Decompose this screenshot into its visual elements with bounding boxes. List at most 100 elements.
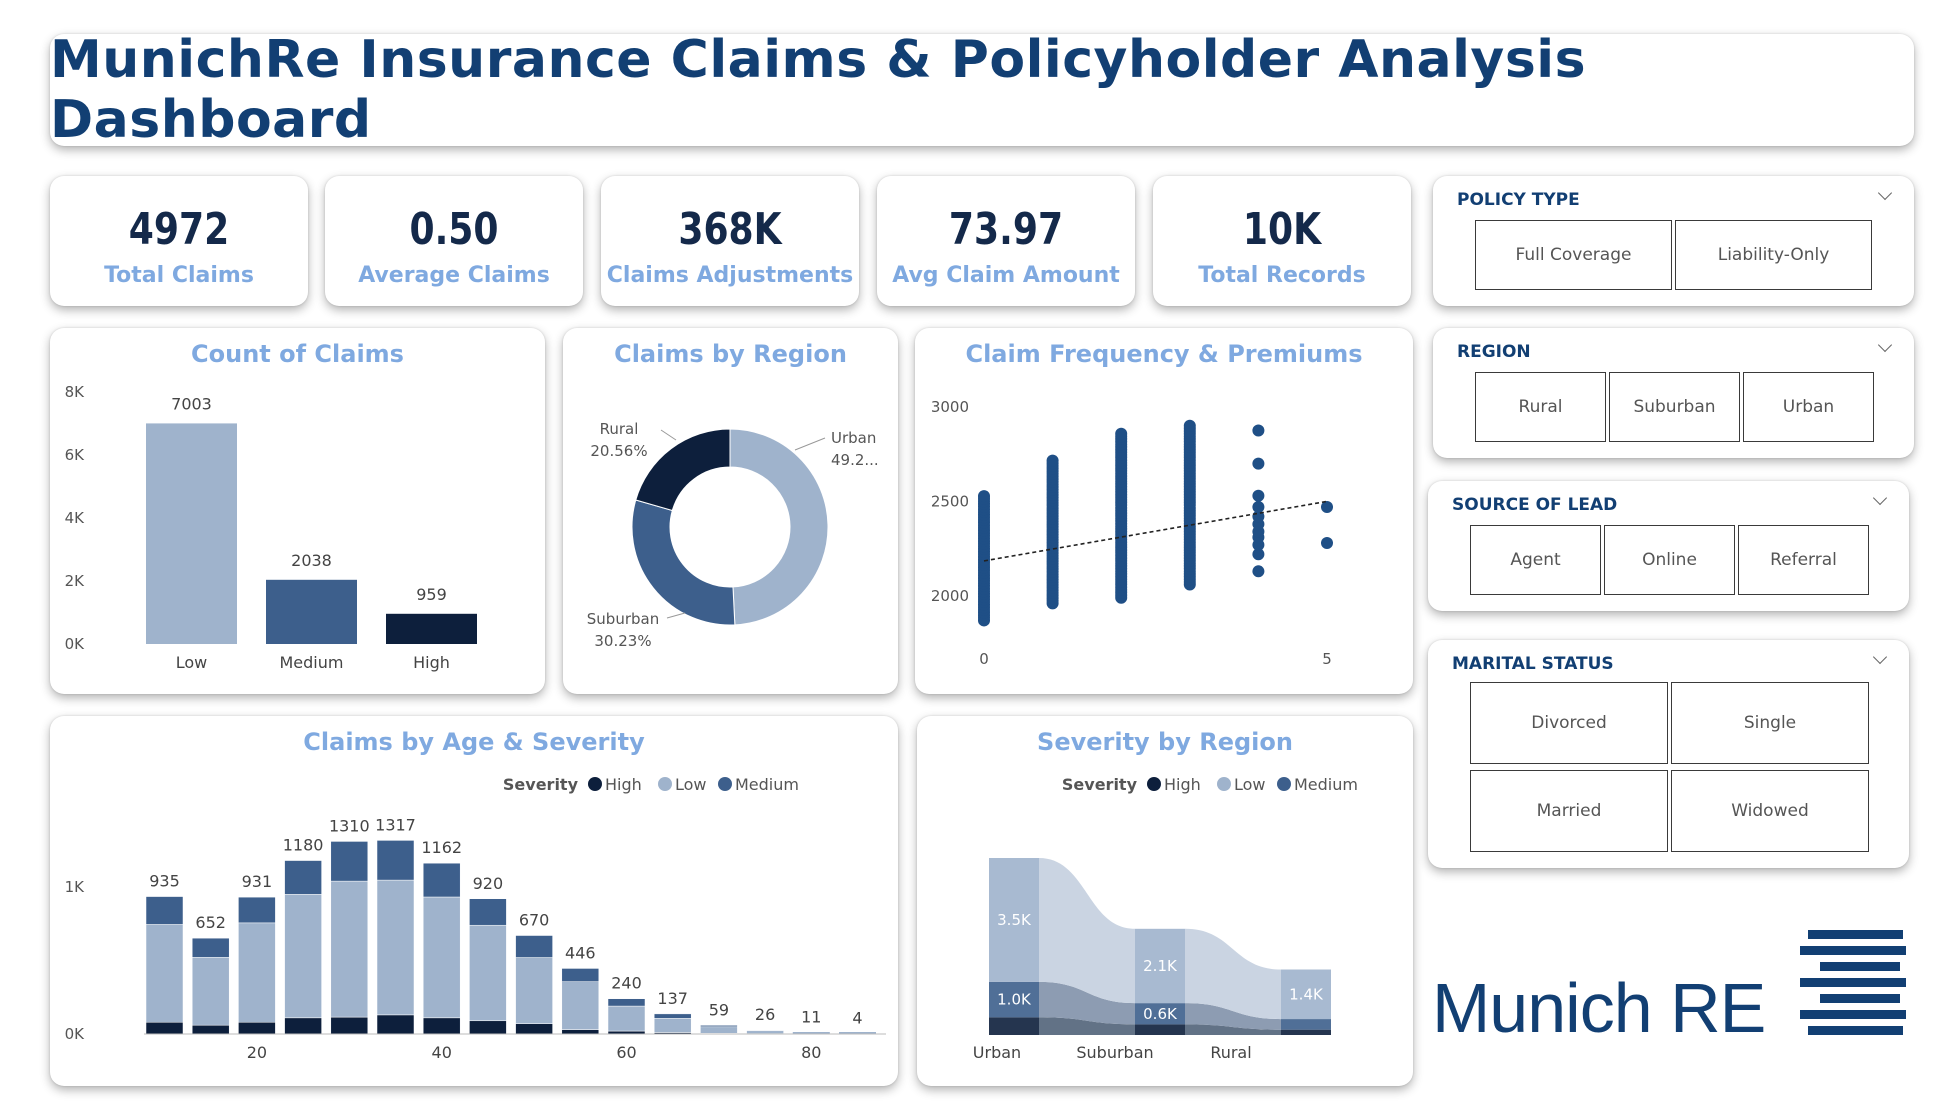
chevron-down-icon[interactable] — [1877, 185, 1893, 201]
chart-title: Claims by Region — [614, 340, 847, 368]
slicer-option-suburban[interactable]: Suburban — [1609, 372, 1740, 442]
kpi-card-avg-claim-amount: 73.97 Avg Claim Amount — [877, 176, 1135, 306]
logo-stripe — [1808, 1026, 1903, 1035]
x-tick-label: Low — [176, 653, 208, 672]
bar-segment — [422, 896, 461, 1019]
bar-segment — [284, 1017, 322, 1035]
legend-marker — [588, 777, 602, 791]
bar-segment — [469, 898, 507, 926]
data-label: 1.4K — [1289, 985, 1324, 1003]
claims-by-age-card: Claims by Age & Severity Severity High Low… — [50, 716, 898, 1086]
ribbon-band — [1039, 858, 1135, 1004]
x-tick-label: Urban — [973, 1043, 1021, 1062]
data-label: 0.6K — [1143, 1005, 1178, 1023]
slicer-option-online[interactable]: Online — [1604, 525, 1735, 595]
data-label: 959 — [416, 585, 447, 604]
slicer-title: SOURCE OF LEAD — [1452, 495, 1618, 515]
logo-stripe — [1800, 1010, 1906, 1019]
bar-segment — [515, 935, 553, 958]
bar-segment — [561, 968, 600, 982]
data-label: 652 — [195, 913, 226, 932]
slicer-option-divorced[interactable]: Divorced — [1470, 682, 1668, 764]
bar-segment — [238, 922, 276, 1023]
slicer-option-liability-only[interactable]: Liability-Only — [1675, 220, 1872, 290]
bar-segment — [191, 937, 230, 958]
legend-marker — [1217, 777, 1231, 791]
claim-frequency-chart: 2000 2500 3000 0 5 — [931, 398, 1333, 668]
slicer-title: POLICY TYPE — [1457, 190, 1580, 210]
claims-by-region-card: Claims by Region Urban 49.2... Suburban 30.… — [563, 328, 898, 694]
x-tick-label: Suburban — [1076, 1043, 1153, 1062]
bar-segment — [746, 1029, 784, 1032]
munich-re-logo-text: Munich RE — [1432, 969, 1766, 1047]
slicer-option-married[interactable]: Married — [1470, 770, 1668, 852]
kpi-value: 4972 — [128, 204, 230, 255]
y-tick-label: 0K — [65, 635, 86, 653]
ribbon-band — [1039, 981, 1135, 1025]
stack-segment — [1135, 1003, 1185, 1025]
slicer-option-widowed[interactable]: Widowed — [1671, 770, 1869, 852]
bar-segment — [145, 1021, 184, 1035]
kpi-label: Total Claims — [104, 263, 254, 288]
slicer-option-referral[interactable]: Referral — [1738, 525, 1869, 595]
data-label: 670 — [519, 911, 550, 930]
legend-marker — [658, 777, 672, 791]
ribbon-band — [1185, 1003, 1281, 1030]
leader-line — [660, 429, 677, 441]
chevron-down-icon[interactable] — [1872, 490, 1888, 506]
slicer-title: MARITAL STATUS — [1452, 654, 1614, 674]
data-label: 920 — [473, 874, 504, 893]
bar-segment — [653, 1013, 692, 1019]
logo-stripe — [1820, 994, 1900, 1003]
slicer-option-rural[interactable]: Rural — [1475, 372, 1606, 442]
bar-segment — [515, 1023, 553, 1035]
data-label: 7003 — [171, 394, 212, 413]
stack-segment — [989, 1017, 1039, 1035]
data-label: 240 — [611, 974, 642, 993]
chart-title: Claim Frequency & Premiums — [965, 340, 1363, 368]
bar-segment — [700, 1025, 738, 1028]
x-tick-label: 60 — [616, 1043, 636, 1062]
bar-segment — [422, 862, 461, 898]
legend-label: High — [1164, 775, 1201, 794]
slice-label: Rural — [600, 420, 639, 438]
scatter-point — [1252, 424, 1265, 437]
logo-stripe — [1800, 978, 1906, 987]
kpi-label: Avg Claim Amount — [892, 263, 1120, 288]
x-tick-label: 5 — [1322, 650, 1332, 668]
slice-label: Urban — [831, 429, 876, 447]
legend-marker — [1277, 777, 1291, 791]
bar-segment — [422, 1017, 461, 1035]
y-tick-label: 2000 — [931, 587, 969, 605]
legend-label: High — [605, 775, 642, 794]
kpi-value: 0.50 — [409, 204, 499, 255]
kpi-value: 368K — [678, 204, 782, 255]
data-label: 59 — [709, 1000, 729, 1019]
data-label: 1162 — [421, 838, 462, 857]
stack-segment — [1281, 1029, 1331, 1035]
data-label: 2038 — [291, 551, 332, 570]
slicer-option-agent[interactable]: Agent — [1470, 525, 1601, 595]
slicer-option-full-coverage[interactable]: Full Coverage — [1475, 220, 1672, 290]
bar-segment — [653, 1018, 692, 1033]
slicer-title: REGION — [1457, 342, 1531, 362]
data-label: 137 — [657, 989, 688, 1008]
claim-frequency-card: Claim Frequency & Premiums 2000 2500 3000 0… — [915, 328, 1413, 694]
data-label: 1317 — [375, 815, 416, 834]
slicer-option-urban[interactable]: Urban — [1743, 372, 1874, 442]
chevron-down-icon[interactable] — [1872, 649, 1888, 665]
stack-segment — [989, 981, 1039, 1018]
kpi-value: 10K — [1242, 204, 1322, 255]
bar-segment — [330, 841, 369, 882]
policy-type-slicer: POLICY TYPE Full Coverage Liability-Only — [1433, 176, 1914, 306]
bar-segment — [607, 998, 646, 1007]
data-label: 11 — [801, 1007, 821, 1026]
x-tick-label: 0 — [979, 650, 989, 668]
slicer-option-single[interactable]: Single — [1671, 682, 1869, 764]
ribbon-band — [1185, 928, 1281, 1020]
source-of-lead-slicer: SOURCE OF LEAD Agent Online Referral — [1428, 481, 1909, 611]
bar — [386, 613, 477, 644]
bar-segment — [284, 894, 322, 1019]
chevron-down-icon[interactable] — [1877, 337, 1893, 353]
legend-label: Medium — [1294, 775, 1358, 794]
